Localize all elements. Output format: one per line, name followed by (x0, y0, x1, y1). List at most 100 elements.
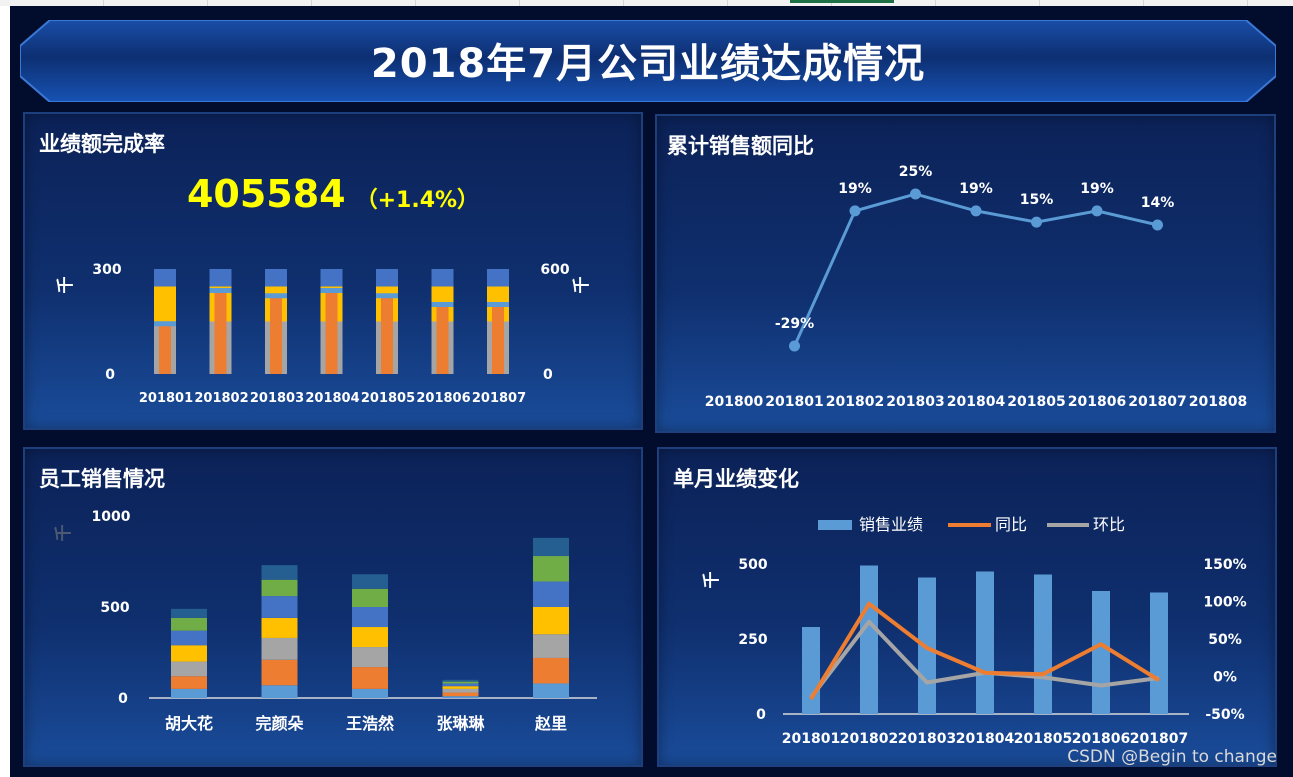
y2-tick-label: 0 (543, 367, 553, 383)
target-bar-segment (431, 269, 454, 287)
y-tick-label: 300 (92, 262, 121, 278)
x-tick-label: 201804 (956, 731, 1015, 747)
stack-segment (352, 667, 388, 689)
yoy-line (793, 192, 1158, 347)
page-title: 2018年7月公司业绩达成情况 (370, 41, 926, 87)
stack-segment (352, 588, 388, 607)
data-label: 19% (959, 181, 993, 197)
target-bar-segment (154, 269, 176, 287)
completion-chart: 300 0 600 0 千 千 201801 201802 201803 201804 201805… (56, 262, 592, 406)
actual-bar (214, 290, 227, 374)
y2-tick-label: 50% (1208, 632, 1242, 648)
x-tick-label: 201805 (1007, 394, 1065, 410)
sales-bar (802, 627, 820, 714)
actual-bar (492, 304, 504, 374)
y-tick-label: 0 (118, 691, 128, 707)
legend-swatch-bars (818, 520, 852, 530)
yoy-point (970, 205, 982, 217)
data-label: 15% (1020, 192, 1054, 208)
x-tick-label: 201803 (250, 391, 304, 406)
stack-segment (171, 688, 207, 698)
y-axis-label: 千 (702, 572, 722, 589)
selected-column-indicator (790, 0, 894, 3)
monthly-title: 单月业绩变化 (673, 467, 799, 491)
completion-panel: 业绩额完成率 405584 （+1.4%） 300 0 600 0 千千 201801 201… (23, 112, 643, 430)
x-tick-label: 胡大花 (165, 714, 213, 733)
actual-bar (159, 323, 171, 374)
stack-segment (442, 683, 479, 687)
stack-segment (261, 596, 298, 618)
kpi-change: （+1.4%） (355, 188, 480, 213)
completion-title: 业绩额完成率 (39, 132, 165, 156)
stack-segment (261, 659, 298, 686)
x-tick-label: 201802 (840, 731, 898, 747)
x-tick-label: 201803 (898, 731, 956, 747)
y-axis-label: 千 (54, 525, 74, 542)
stack-segment (533, 581, 569, 607)
y2-tick-label: -50% (1205, 707, 1244, 723)
yoy-panel: 累计销售额同比 201800 201801 201802 201803 201804 20… (655, 114, 1276, 433)
stack-segment (533, 657, 569, 684)
y2-tick-label: 150% (1203, 557, 1246, 573)
x-tick-label: 201806 (416, 391, 470, 406)
yoy-chart: 201800 201801 201802 201803 201804 201805 2018… (705, 164, 1247, 410)
yoy-point (1091, 205, 1103, 217)
stack-segment (352, 688, 388, 698)
employee-title: 员工销售情况 (39, 467, 165, 491)
target-bar-segment (487, 269, 509, 287)
actual-bar (381, 295, 393, 374)
x-tick-label: 201806 (1068, 394, 1126, 410)
x-tick-label: 201800 (705, 394, 764, 410)
x-tick-label: 201802 (826, 394, 884, 410)
stack-segment (352, 627, 388, 648)
y-tick-label: 1000 (92, 509, 131, 525)
stack-segment (171, 608, 207, 618)
target-bar-segment (376, 269, 398, 287)
actual-bar (436, 304, 449, 374)
stack-segment (533, 634, 569, 658)
actual-bar (325, 290, 338, 374)
stack-segment (352, 647, 388, 668)
stack-segment (442, 688, 479, 693)
legend-label: 环比 (1093, 515, 1125, 534)
y-tick-label: 500 (100, 600, 129, 616)
x-tick-label: 201804 (305, 391, 359, 406)
actual-bar (270, 295, 282, 374)
x-tick-label: 201801 (139, 391, 193, 406)
x-tick-label: 201801 (782, 731, 840, 747)
x-tick-label: 201808 (1189, 394, 1247, 410)
stack-segment (533, 683, 569, 698)
actual-marker (209, 288, 232, 293)
yoy-point (1152, 219, 1163, 231)
x-tick-label: 201803 (886, 394, 944, 410)
y-tick-label: 0 (756, 707, 766, 723)
stack-segment (171, 661, 207, 677)
y-tick-label: 250 (738, 632, 767, 648)
data-label: 19% (838, 181, 872, 197)
stack-segment (171, 630, 207, 646)
data-label: -29% (775, 316, 814, 332)
y2-tick-label: 0% (1213, 670, 1237, 686)
x-tick-label: 201807 (472, 391, 526, 406)
stack-segment (442, 681, 479, 684)
stack-segment (171, 676, 207, 689)
stack-segment (533, 607, 569, 635)
y2-tick-label: 600 (540, 262, 569, 278)
x-tick-label: 赵里 (534, 714, 567, 733)
y-tick-label: 0 (105, 367, 115, 383)
watermark: CSDN @Begin to change (1067, 747, 1277, 767)
kpi-block: 405584 （+1.4%） (25, 172, 641, 216)
stack-segment (442, 679, 479, 682)
actual-marker (265, 293, 287, 299)
x-tick-label: 201805 (361, 391, 415, 406)
stack-segment (352, 574, 388, 589)
banner-shape (20, 20, 1276, 102)
stack-segment (442, 686, 479, 689)
stack-segment (261, 579, 298, 597)
actual-marker (431, 302, 454, 307)
x-tick-label: 张琳琳 (436, 714, 485, 733)
stack-segment (533, 556, 569, 582)
stack-segment (261, 637, 298, 660)
